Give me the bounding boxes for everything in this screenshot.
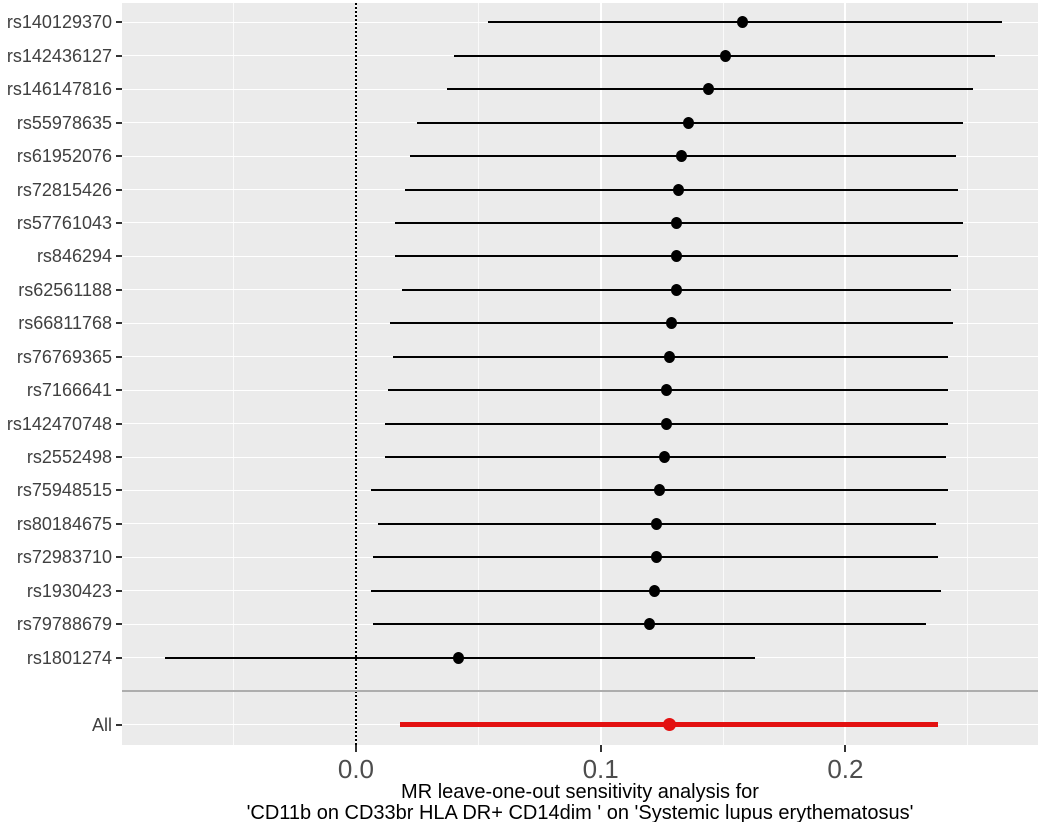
y-axis-label: rs72815426: [16, 179, 112, 200]
point: [658, 451, 670, 464]
y-axis-tick: [116, 355, 122, 358]
y-axis-tick: [116, 288, 122, 291]
x-axis-title-line1: MR leave-one-out sensitivity analysis fo…: [401, 781, 759, 803]
point: [653, 484, 665, 497]
y-axis-tick: [116, 422, 122, 425]
y-axis-label: rs140129370: [6, 12, 112, 33]
y-axis-label: rs62561188: [18, 279, 112, 300]
y-axis-tick: [116, 556, 122, 559]
x-axis-tick-label: 0.1: [582, 754, 619, 784]
y-axis-label: rs1930423: [26, 580, 112, 601]
point: [737, 16, 749, 29]
gridline-minor: [722, 3, 724, 745]
point: [651, 517, 663, 530]
y-axis-label: All: [91, 714, 112, 735]
y-axis-label: rs80184675: [16, 513, 112, 534]
summary-point: [662, 718, 676, 732]
separator-line: [122, 690, 1038, 693]
point: [675, 150, 687, 163]
y-axis-tick: [116, 656, 122, 659]
y-axis-tick: [116, 623, 122, 626]
x-axis-tick: [844, 745, 847, 752]
x-axis-title-line2: 'CD11b on CD33br HLA DR+ CD14dim ' on 'S…: [246, 802, 914, 822]
point: [666, 317, 678, 330]
y-axis-tick: [116, 221, 122, 224]
y-axis-tick: [116, 322, 122, 325]
y-axis-label: rs1801274: [26, 647, 112, 668]
gridline-minor: [477, 3, 479, 745]
x-axis-tick: [599, 745, 602, 752]
point: [683, 116, 695, 129]
zero-reference-line: [354, 3, 357, 745]
point: [661, 384, 673, 397]
gridline-minor: [233, 3, 235, 745]
y-axis-label: rs79788679: [16, 614, 112, 635]
y-axis-tick: [116, 489, 122, 492]
gridline-major: [599, 3, 602, 745]
y-axis-tick: [116, 456, 122, 459]
y-axis-tick: [116, 589, 122, 592]
x-axis-tick-label: 0.0: [337, 754, 375, 784]
y-axis-label: rs75948515: [16, 480, 112, 501]
point: [644, 618, 656, 631]
y-axis-label: rs142436127: [6, 45, 112, 66]
y-axis-tick: [116, 389, 122, 392]
y-axis-label: rs846294: [36, 246, 112, 267]
point: [671, 283, 683, 296]
point: [651, 551, 663, 564]
y-axis-label: rs7166641: [26, 380, 112, 401]
point: [719, 49, 731, 62]
gridline-minor: [967, 3, 969, 745]
y-axis-tick: [116, 188, 122, 191]
point: [673, 183, 685, 196]
y-axis-label: rs61952076: [16, 146, 112, 167]
y-axis-tick: [116, 54, 122, 57]
y-axis-tick: [116, 255, 122, 258]
y-axis-tick: [116, 88, 122, 91]
point: [453, 651, 465, 664]
y-axis-tick: [116, 121, 122, 124]
y-axis-label: rs142470748: [6, 413, 112, 434]
point: [663, 350, 675, 363]
y-axis-label: rs66811768: [18, 313, 112, 334]
point: [649, 584, 661, 597]
plot-panel: [122, 3, 1038, 745]
point: [671, 216, 683, 229]
y-axis-tick: [116, 723, 122, 726]
y-axis-label: rs72983710: [16, 547, 112, 568]
y-axis-tick: [116, 522, 122, 525]
y-axis-tick: [116, 21, 122, 24]
y-axis-label: rs76769365: [16, 346, 112, 367]
y-axis-label: rs2552498: [26, 447, 112, 468]
point: [661, 417, 673, 430]
y-axis-label: rs146147816: [6, 79, 112, 100]
y-axis-tick: [116, 155, 122, 158]
gridline-major: [844, 3, 847, 745]
point: [671, 250, 683, 263]
y-axis-label: rs55978635: [16, 112, 112, 133]
y-axis-label: rs57761043: [16, 212, 112, 233]
x-axis-tick: [354, 745, 357, 752]
point: [702, 83, 714, 96]
x-axis-tick-label: 0.2: [827, 754, 864, 784]
